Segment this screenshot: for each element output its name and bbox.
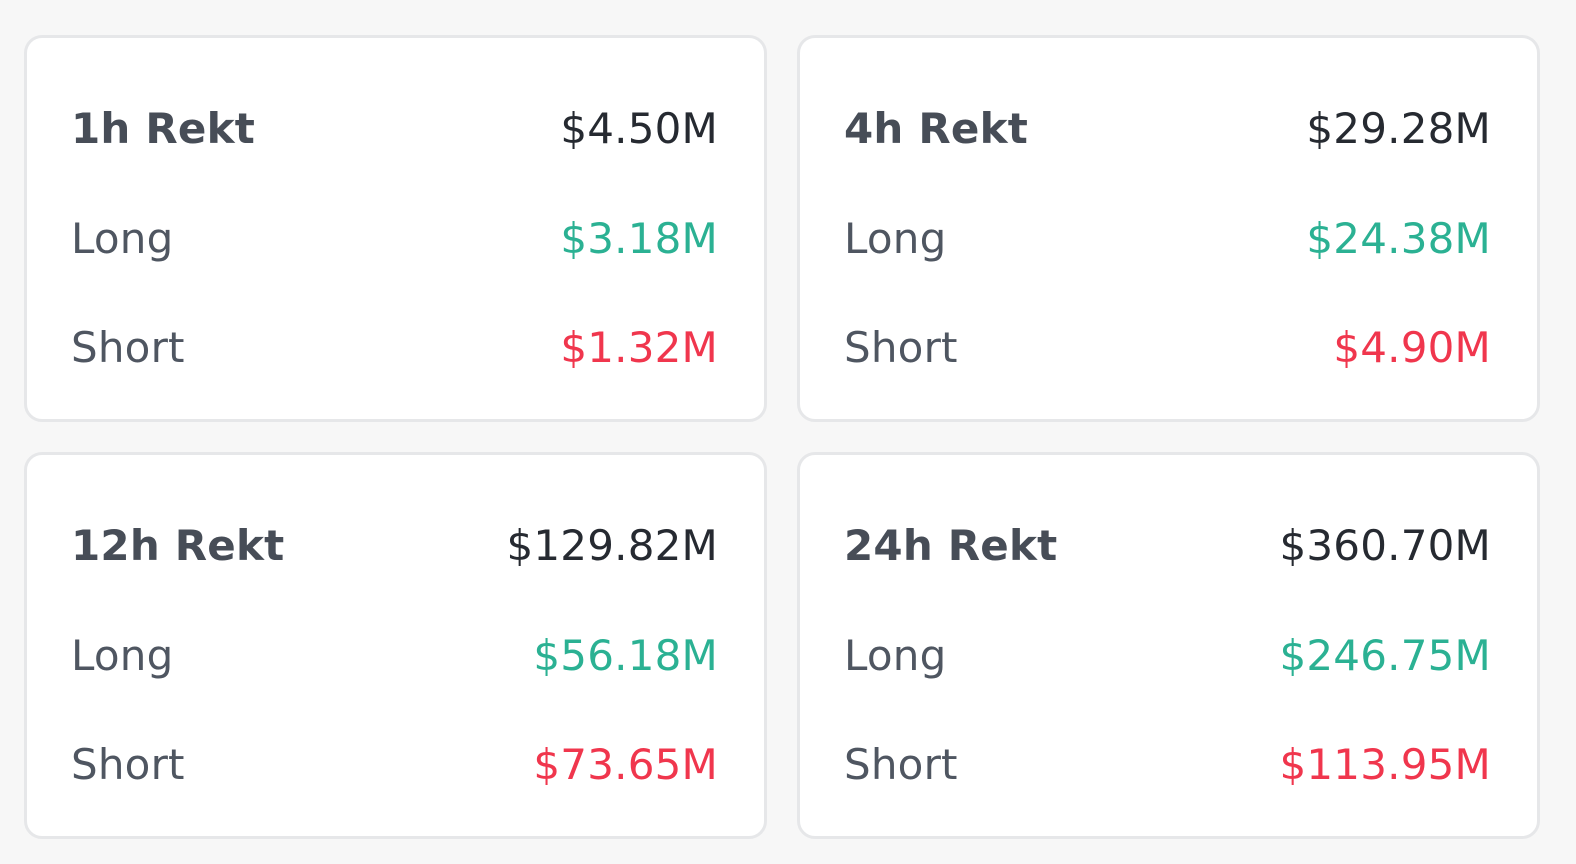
long-label: Long: [71, 630, 174, 680]
long-value: $3.18M: [560, 213, 718, 263]
total-row: 24h Rekt $360.70M: [844, 515, 1491, 575]
short-label: Short: [71, 739, 185, 789]
total-value: $29.28M: [1306, 103, 1491, 153]
rekt-card-4h: 4h Rekt $29.28M Long $24.38M Short $4.90…: [797, 35, 1540, 422]
card-title: 4h Rekt: [844, 103, 1028, 153]
short-label: Short: [844, 322, 958, 372]
rekt-card-1h: 1h Rekt $4.50M Long $3.18M Short $1.32M: [24, 35, 767, 422]
card-title: 24h Rekt: [844, 520, 1058, 570]
long-label: Long: [71, 213, 174, 263]
short-label: Short: [71, 322, 185, 372]
rekt-card-12h: 12h Rekt $129.82M Long $56.18M Short $73…: [24, 452, 767, 839]
total-value: $360.70M: [1279, 520, 1491, 570]
total-row: 1h Rekt $4.50M: [71, 98, 718, 158]
total-row: 4h Rekt $29.28M: [844, 98, 1491, 158]
long-label: Long: [844, 213, 947, 263]
rekt-card-24h: 24h Rekt $360.70M Long $246.75M Short $1…: [797, 452, 1540, 839]
long-row: Long $246.75M: [844, 625, 1491, 685]
short-row: Short $73.65M: [71, 734, 718, 794]
long-row: Long $3.18M: [71, 208, 718, 268]
long-row: Long $24.38M: [844, 208, 1491, 268]
total-value: $129.82M: [506, 520, 718, 570]
long-label: Long: [844, 630, 947, 680]
short-label: Short: [844, 739, 958, 789]
card-title: 1h Rekt: [71, 103, 255, 153]
short-row: Short $1.32M: [71, 317, 718, 377]
card-title: 12h Rekt: [71, 520, 285, 570]
short-row: Short $4.90M: [844, 317, 1491, 377]
short-value: $113.95M: [1279, 739, 1491, 789]
short-value: $4.90M: [1333, 322, 1491, 372]
long-value: $24.38M: [1306, 213, 1491, 263]
short-row: Short $113.95M: [844, 734, 1491, 794]
total-value: $4.50M: [560, 103, 718, 153]
short-value: $1.32M: [560, 322, 718, 372]
total-row: 12h Rekt $129.82M: [71, 515, 718, 575]
long-value: $56.18M: [533, 630, 718, 680]
long-row: Long $56.18M: [71, 625, 718, 685]
long-value: $246.75M: [1279, 630, 1491, 680]
short-value: $73.65M: [533, 739, 718, 789]
